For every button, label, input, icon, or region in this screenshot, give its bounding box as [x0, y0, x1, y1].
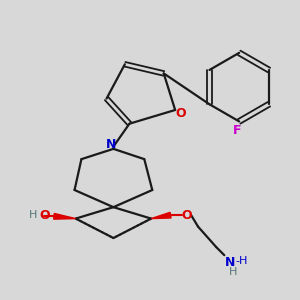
- Text: F: F: [232, 124, 241, 137]
- Text: H: H: [29, 210, 38, 220]
- Text: O: O: [181, 209, 192, 222]
- Text: O: O: [40, 209, 50, 222]
- Polygon shape: [151, 212, 171, 219]
- Text: N: N: [225, 256, 235, 268]
- Text: N: N: [106, 138, 116, 151]
- Text: H: H: [229, 267, 238, 277]
- Text: O: O: [176, 107, 186, 120]
- Polygon shape: [54, 214, 76, 219]
- Text: -H: -H: [235, 256, 248, 266]
